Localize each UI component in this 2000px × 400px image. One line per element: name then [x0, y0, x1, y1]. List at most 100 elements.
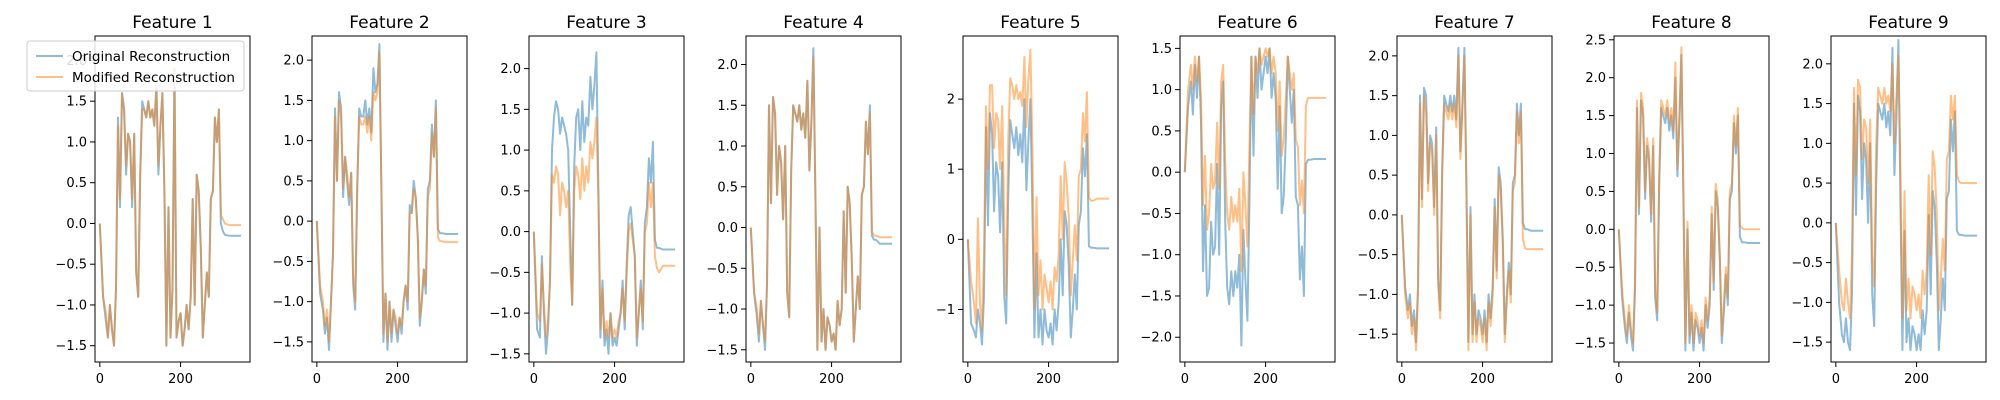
legend-label-modified: Modified Reconstruction — [72, 70, 235, 86]
subplot-title: Feature 6 — [1217, 13, 1297, 33]
y-tick-label: −0.5 — [706, 262, 738, 277]
x-tick-label: 200 — [168, 372, 193, 387]
legend-frame — [26, 40, 245, 92]
x-tick-label: 200 — [385, 372, 410, 387]
y-tick-label: 1.5 — [1585, 109, 1606, 124]
y-tick-label: 0.5 — [283, 174, 304, 189]
subplot-7: Feature 7 −1.5 −1.0 −0.5 0.0 0.5 1.0 1.5 2.0 0 200 — [1357, 13, 1553, 387]
series-line-modified — [315, 51, 459, 343]
y-tick-label: 0.0 — [1368, 208, 1389, 223]
series-line-modified — [1617, 46, 1761, 344]
subplot-title: Feature 3 — [566, 13, 646, 33]
y-tick-label: −1.0 — [706, 303, 738, 318]
y-tick-label: −1.0 — [272, 295, 304, 310]
x-tick-label: 0 — [530, 372, 538, 387]
axes-frame — [1179, 35, 1336, 363]
subplot-5: Feature 5 −1 0 1 2 0 200 — [936, 13, 1119, 387]
subplot-title: Feature 8 — [1651, 13, 1731, 33]
y-tick-label: 2.0 — [1585, 71, 1606, 86]
y-tick-label: 1.5 — [717, 99, 738, 114]
x-tick-label: 0 — [747, 372, 755, 387]
subplot-title: Feature 2 — [349, 13, 429, 33]
subplot-title: Feature 7 — [1434, 13, 1514, 33]
axes-frame — [1396, 35, 1553, 363]
y-tick-label: −1.0 — [55, 298, 87, 313]
y-tick-label: 1.5 — [283, 94, 304, 109]
y-tick-label: 1.0 — [1151, 83, 1172, 98]
series-line-modified — [1183, 47, 1327, 273]
y-tick-label: −0.5 — [272, 255, 304, 270]
y-tick-label: 1.0 — [283, 134, 304, 149]
x-tick-label: 200 — [1470, 372, 1495, 387]
series-line-modified — [1400, 54, 1544, 352]
y-tick-label: −1.5 — [55, 339, 87, 354]
y-tick-label: −1.0 — [1574, 299, 1606, 314]
axes-frame — [94, 35, 251, 363]
y-tick-label: 1.0 — [500, 144, 521, 159]
x-tick-label: 0 — [1398, 372, 1406, 387]
axes-frame — [528, 35, 685, 363]
y-tick-label: −1.5 — [489, 347, 521, 362]
y-tick-label: 1.5 — [1368, 89, 1389, 104]
series-line-modified — [98, 67, 242, 347]
x-tick-label: 0 — [96, 372, 104, 387]
y-tick-label: −0.5 — [1140, 207, 1172, 222]
x-tick-label: 200 — [1687, 372, 1712, 387]
y-tick-label: −0.5 — [489, 266, 521, 281]
y-tick-label: 0.5 — [1585, 185, 1606, 200]
x-tick-label: 0 — [1181, 372, 1189, 387]
y-tick-label: −1.0 — [1140, 248, 1172, 263]
y-tick-label: 2.0 — [1802, 57, 1823, 72]
x-tick-label: 200 — [819, 372, 844, 387]
y-tick-label: 0.5 — [1368, 169, 1389, 184]
y-tick-label: 0.5 — [66, 176, 87, 191]
legend: Original Reconstruction Modified Reconst… — [26, 40, 245, 92]
subplot-title: Feature 9 — [1868, 13, 1948, 33]
y-tick-label: 0 — [947, 233, 955, 248]
subplot-9: Feature 9 −1.5 −1.0 −0.5 0.0 0.5 1.0 1.5 2.0 0 200 — [1791, 13, 1987, 387]
y-tick-label: 0.0 — [1802, 216, 1823, 231]
subplot-8: Feature 8 −1.5 −1.0 −0.5 0.0 0.5 1.0 1.5 2.0 2.5 0… — [1574, 13, 1770, 387]
y-tick-label: −1.5 — [706, 343, 738, 358]
series-line-modified — [749, 55, 893, 351]
x-tick-label: 200 — [602, 372, 627, 387]
y-tick-label: 1.5 — [1802, 97, 1823, 112]
y-tick-label: 1.5 — [1151, 42, 1172, 57]
y-tick-label: −0.5 — [1791, 256, 1823, 271]
x-tick-label: 200 — [1036, 372, 1061, 387]
y-tick-label: 0.5 — [1802, 177, 1823, 192]
y-tick-label: 1.0 — [1368, 129, 1389, 144]
y-tick-label: 1.0 — [66, 135, 87, 150]
subplots: Feature 1−1.5−1.0−0.50.00.51.01.52.00200… — [55, 13, 1987, 387]
y-tick-label: −1.5 — [1791, 336, 1823, 351]
y-tick-label: 2 — [947, 93, 955, 108]
y-tick-label: 0.5 — [717, 180, 738, 195]
y-tick-label: −1.5 — [1357, 328, 1389, 343]
y-tick-label: −0.5 — [1357, 248, 1389, 263]
y-tick-label: 2.5 — [1585, 33, 1606, 48]
y-tick-label: −2.0 — [1140, 331, 1172, 346]
y-tick-label: −0.5 — [1574, 261, 1606, 276]
y-tick-label: 1.0 — [717, 140, 738, 155]
axes-frame — [1613, 35, 1770, 363]
y-tick-label: −1.5 — [1140, 289, 1172, 304]
subplot-title: Feature 4 — [783, 13, 863, 33]
y-tick-label: 0.0 — [1151, 166, 1172, 181]
subplot-6: Feature 6 −2.0 −1.5 −1.0 −0.5 0.0 0.5 1.0 1.5 0 20… — [1140, 13, 1336, 387]
y-tick-label: 2.0 — [1368, 49, 1389, 64]
axes-frame — [745, 35, 902, 363]
y-tick-label: 1.0 — [1802, 137, 1823, 152]
axes-frame — [311, 35, 468, 363]
x-tick-label: 0 — [964, 372, 972, 387]
series-line-original — [966, 98, 1110, 346]
y-tick-label: 1.5 — [66, 95, 87, 110]
x-tick-label: 0 — [313, 372, 321, 387]
axes-frame — [962, 35, 1119, 363]
subplot-4: Feature 4 −1.5 −1.0 −0.5 0.0 0.5 1.0 1.5 2.0 0 200 — [706, 13, 902, 387]
series-line-original — [1834, 39, 1978, 352]
y-tick-label: 0.0 — [66, 217, 87, 232]
x-tick-label: 200 — [1253, 372, 1278, 387]
series-line-modified — [532, 116, 676, 339]
